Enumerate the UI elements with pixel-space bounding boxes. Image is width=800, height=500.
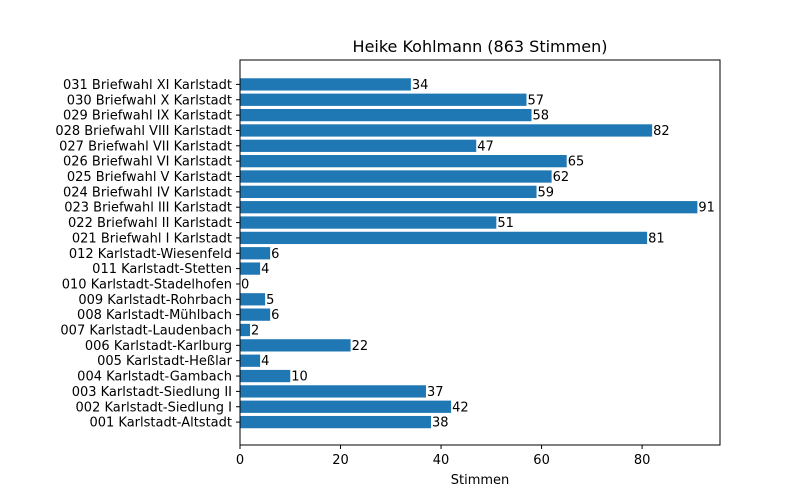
- y-tick-label: 006 Karlstadt-Karlburg: [85, 339, 232, 354]
- x-axis: 0 20 40 60 80: [236, 445, 651, 468]
- data-label: 59: [538, 185, 555, 200]
- data-label: 6: [271, 308, 279, 323]
- bar: [240, 415, 431, 429]
- bar: [240, 369, 291, 383]
- data-label: 47: [477, 139, 494, 154]
- y-tick-label: 030 Briefwahl X Karlstadt: [67, 93, 232, 108]
- bar: [240, 293, 266, 306]
- bar: [240, 78, 411, 91]
- y-tick-label: 027 Briefwahl VII Karlstadt: [59, 139, 232, 154]
- data-label: 10: [291, 370, 308, 385]
- data-label: 82: [653, 124, 670, 139]
- bar: [240, 385, 426, 398]
- y-tick-label: 022 Briefwahl II Karlstadt: [68, 216, 232, 231]
- y-tick-label: 001 Karlstadt-Altstadt: [89, 416, 232, 431]
- y-tick-label: 010 Karlstadt-Stadelhofen: [62, 277, 232, 292]
- y-tick-label: 011 Karlstadt-Stetten: [92, 262, 232, 277]
- y-tick-label: 004 Karlstadt-Gambach: [77, 370, 232, 385]
- bar: [240, 400, 452, 413]
- data-label: 2: [251, 324, 259, 339]
- chart-title: Heike Kohlmann (863 Stimmen): [353, 37, 608, 56]
- bar: [240, 262, 261, 275]
- y-tick-label: 003 Karlstadt-Siedlung II: [72, 385, 232, 400]
- bar: [240, 201, 698, 214]
- data-label: 38: [432, 416, 449, 431]
- data-label: 4: [261, 262, 269, 277]
- bar: [240, 308, 271, 321]
- data-label: 5: [266, 293, 274, 308]
- y-tick-label: 012 Karlstadt-Wiesenfeld: [69, 247, 232, 262]
- data-label: 4: [261, 354, 269, 369]
- y-tick-label: 025 Briefwahl V Karlstadt: [67, 170, 232, 185]
- bar: [240, 185, 537, 198]
- data-label: 6: [271, 247, 279, 262]
- y-tick-label: 031 Briefwahl XI Karlstadt: [63, 78, 232, 93]
- data-label: 37: [427, 385, 444, 400]
- y-tick-label: 009 Karlstadt-Rohrbach: [78, 293, 232, 308]
- x-axis-label: Stimmen: [451, 473, 510, 488]
- bar: [240, 231, 648, 245]
- bar: [240, 323, 251, 337]
- data-label: 81: [648, 231, 665, 246]
- y-tick-label: 023 Briefwahl III Karlstadt: [64, 201, 232, 216]
- y-tick-label: 021 Briefwahl I Karlstadt: [72, 231, 232, 246]
- y-tick-label: 029 Briefwahl IX Karlstadt: [63, 109, 232, 124]
- x-tick-label: 40: [433, 453, 450, 468]
- x-tick-label: 20: [332, 453, 349, 468]
- plot-frame: [239, 59, 721, 446]
- y-tick-label: 028 Briefwahl VIII Karlstadt: [55, 124, 232, 139]
- x-tick-label: 0: [236, 453, 244, 468]
- bar: [240, 108, 532, 122]
- bar: [240, 93, 527, 106]
- bar: [240, 247, 271, 260]
- bar: [240, 354, 261, 367]
- bar: [240, 124, 653, 137]
- x-tick-label: 60: [533, 453, 550, 468]
- data-label: 62: [553, 170, 570, 185]
- bar: [240, 139, 477, 152]
- y-tick-label: 002 Karlstadt-Siedlung I: [76, 400, 232, 415]
- data-label: 65: [568, 155, 585, 170]
- data-label: 51: [497, 216, 514, 231]
- data-label: 58: [533, 109, 550, 124]
- bar: [240, 155, 567, 168]
- data-label: 57: [527, 93, 544, 108]
- y-tick-label: 005 Karlstadt-Heßlar: [97, 354, 233, 369]
- bar: [240, 170, 552, 183]
- data-label: 34: [412, 78, 429, 93]
- data-label: 91: [698, 201, 715, 216]
- x-tick-label: 80: [634, 453, 651, 468]
- y-tick-label: 026 Briefwahl VI Karlstadt: [63, 155, 232, 170]
- data-label: 22: [352, 339, 369, 354]
- data-label: 42: [452, 400, 469, 415]
- data-label: 0: [241, 277, 249, 292]
- y-tick-label: 007 Karlstadt-Laudenbach: [60, 324, 232, 339]
- y-tick-label: 024 Briefwahl IV Karlstadt: [63, 185, 232, 200]
- bar: [240, 339, 351, 352]
- bar: [240, 216, 497, 229]
- y-tick-label: 008 Karlstadt-Mühlbach: [77, 308, 232, 323]
- bars-group: [240, 78, 698, 429]
